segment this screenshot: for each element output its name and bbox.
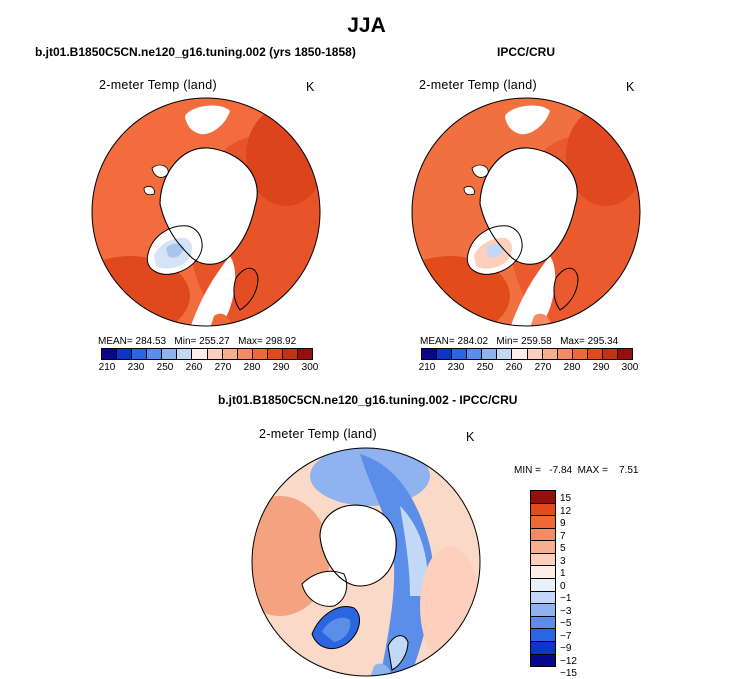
colorbar-diff-label: −3 xyxy=(560,605,572,617)
colorbar-swatch xyxy=(542,349,558,359)
colorbar-swatch xyxy=(531,654,555,667)
colorbar-swatch xyxy=(587,349,603,359)
colorbar-swatch xyxy=(192,349,208,359)
colorbar-tick-label: 230 xyxy=(127,362,145,373)
colorbar-swatch xyxy=(531,528,555,542)
colorbar-swatch xyxy=(282,349,299,359)
panel-model-units: K xyxy=(306,80,315,94)
colorbar-swatch xyxy=(557,349,573,359)
colorbar-diff-label: −15 xyxy=(560,668,577,679)
colorbar-diff-label: 9 xyxy=(560,518,566,529)
panel-model-variable: 2-meter Temp (land) xyxy=(99,78,218,92)
colorbar-tick-label: 250 xyxy=(476,362,494,373)
colorbar-obs xyxy=(421,348,633,360)
colorbar-tick-label: 210 xyxy=(98,362,116,373)
colorbar-diff-label: 15 xyxy=(560,493,572,504)
colorbar-swatch xyxy=(618,349,633,359)
colorbar-diff-label: −7 xyxy=(560,630,572,642)
polar-map-difference xyxy=(251,447,481,677)
diff-units: K xyxy=(466,430,475,444)
colorbar-tick-label: 290 xyxy=(272,362,290,373)
colorbar-difference-labels: 15 12 9 7 5 3 1 0 −1 −3 −5 −7 −9 −12 −15 xyxy=(560,490,600,679)
colorbar-tick-label: 300 xyxy=(301,362,319,373)
colorbar-tick-label: 270 xyxy=(534,362,552,373)
panel-obs-heading: IPCC/CRU xyxy=(497,45,556,59)
diff-variable: 2-meter Temp (land) xyxy=(259,427,378,441)
diff-heading: b.jt01.B1850C5CN.ne120_g16.tuning.002 - … xyxy=(218,393,518,407)
colorbar-swatch xyxy=(531,566,555,580)
colorbar-model-ticks: 210 230 250 260 270 280 290 300 xyxy=(99,362,319,374)
colorbar-tick-label: 290 xyxy=(592,362,610,373)
colorbar-diff-label: −12 xyxy=(560,655,577,667)
colorbar-diff-label: −1 xyxy=(560,593,572,604)
colorbar-swatch xyxy=(531,491,555,504)
colorbar-swatch xyxy=(237,349,253,359)
colorbar-swatch xyxy=(531,604,555,617)
colorbar-diff-label: 3 xyxy=(560,555,566,567)
scandinavia xyxy=(233,268,258,310)
colorbar-tick-label: 230 xyxy=(447,362,465,373)
colorbar-tick-label: 210 xyxy=(418,362,436,373)
map-boundary xyxy=(91,97,321,327)
colorbar-swatch xyxy=(422,349,438,359)
colorbar-tick-label: 260 xyxy=(185,362,203,373)
colorbar-swatch xyxy=(531,553,555,567)
colorbar-swatch xyxy=(531,641,555,655)
colorbar-diff-label: −5 xyxy=(560,618,572,629)
colorbar-swatch xyxy=(602,349,619,359)
colorbar-swatch xyxy=(117,349,133,359)
colorbar-swatch xyxy=(298,349,313,359)
colorbar-swatch xyxy=(531,591,555,605)
colorbar-swatch xyxy=(527,349,543,359)
colorbar-model xyxy=(101,348,313,360)
colorbar-swatch xyxy=(531,616,555,630)
colorbar-swatch xyxy=(267,349,283,359)
colorbar-tick-label: 300 xyxy=(621,362,639,373)
colorbar-diff-label: 1 xyxy=(560,568,566,579)
colorbar-tick-label: 270 xyxy=(214,362,232,373)
panel-model-heading: b.jt01.B1850C5CN.ne120_g16.tuning.002 (y… xyxy=(35,45,356,59)
colorbar-swatch xyxy=(531,629,555,642)
colorbar-obs-ticks: 210 230 250 260 270 280 290 300 xyxy=(419,362,639,374)
colorbar-swatch xyxy=(512,349,528,359)
colorbar-tick-label: 280 xyxy=(563,362,581,373)
colorbar-swatch xyxy=(437,349,453,359)
polar-map-model xyxy=(91,97,321,327)
colorbar-diff-label: 7 xyxy=(560,530,566,542)
colorbar-swatch xyxy=(147,349,163,359)
colorbar-swatch xyxy=(102,349,118,359)
colorbar-tick-label: 250 xyxy=(156,362,174,373)
colorbar-swatch xyxy=(531,503,555,517)
colorbar-swatch xyxy=(497,349,513,359)
colorbar-swatch xyxy=(467,349,483,359)
panel-obs-units: K xyxy=(626,80,635,94)
colorbar-diff-label: 5 xyxy=(560,543,566,554)
colorbar-swatch xyxy=(482,349,498,359)
colorbar-swatch xyxy=(252,349,268,359)
colorbar-swatch xyxy=(531,541,555,554)
colorbar-swatch xyxy=(222,349,238,359)
panel-obs-variable: 2-meter Temp (land) xyxy=(419,78,538,92)
colorbar-swatch xyxy=(132,349,148,359)
colorbar-tick-label: 260 xyxy=(505,362,523,373)
panel-obs-stats: MEAN= 284.02 Min= 259.58 Max= 295.34 xyxy=(420,336,619,347)
colorbar-diff-label: 0 xyxy=(560,580,566,592)
colorbar-swatch xyxy=(572,349,588,359)
colorbar-swatch xyxy=(531,516,555,529)
colorbar-difference xyxy=(530,490,556,667)
colorbar-diff-label: −9 xyxy=(560,643,572,654)
colorbar-swatch xyxy=(531,579,555,592)
colorbar-swatch xyxy=(207,349,223,359)
colorbar-swatch xyxy=(452,349,468,359)
panel-model-stats: MEAN= 284.53 Min= 255.27 Max= 298.92 xyxy=(98,336,297,347)
page-title: JJA xyxy=(347,14,386,37)
diff-stats: MIN = -7.84 MAX = 7.51 xyxy=(514,465,639,476)
colorbar-swatch xyxy=(162,349,178,359)
colorbar-tick-label: 280 xyxy=(243,362,261,373)
colorbar-swatch xyxy=(177,349,193,359)
polar-map-obs xyxy=(411,97,641,327)
colorbar-diff-label: 12 xyxy=(560,505,572,517)
